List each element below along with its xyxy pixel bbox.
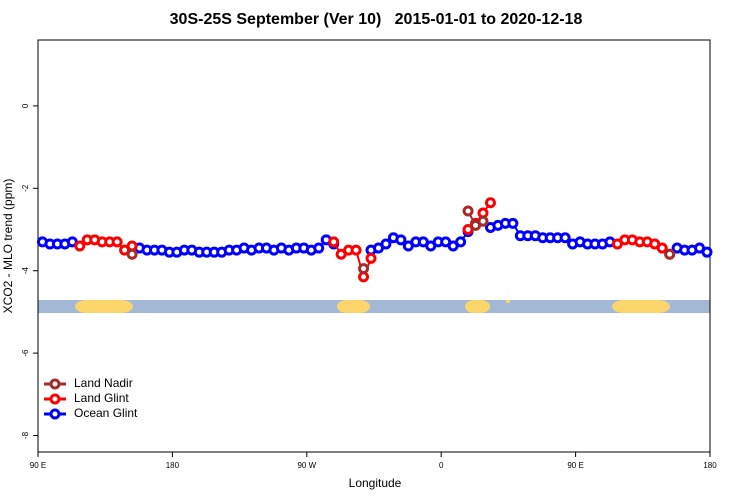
- x-tick-label: 90 E: [30, 461, 46, 470]
- y-axis-label: XCO2 - MLO trend (ppm): [1, 179, 15, 314]
- plot-frame: [37, 39, 711, 453]
- data-point: [507, 217, 519, 229]
- data-point: [484, 197, 496, 209]
- data-point: [365, 252, 377, 264]
- data-point: [462, 205, 474, 217]
- chart-title: 30S-25S September (Ver 10) 2015-01-01 to…: [170, 11, 583, 28]
- data-point: [126, 248, 138, 260]
- data-point: [701, 246, 713, 258]
- data-point: [313, 242, 325, 254]
- data-point: [656, 242, 668, 254]
- data-point: [74, 240, 86, 252]
- x-tick-label: 0: [439, 461, 444, 470]
- legend-marker: [49, 408, 61, 420]
- y-tick-label: 0: [21, 103, 30, 108]
- ocean-strip: [38, 300, 710, 313]
- data-point: [328, 236, 340, 248]
- land-ocean-strip: [38, 300, 710, 313]
- data-point: [111, 236, 123, 248]
- data-point: [559, 232, 571, 244]
- y-tick-label: -6: [21, 349, 30, 357]
- legend-label: Land Glint: [74, 391, 129, 405]
- x-tick-label: 180: [166, 461, 180, 470]
- y-tick-label: -4: [21, 267, 30, 275]
- legend-label: Ocean Glint: [74, 406, 138, 420]
- series: [126, 205, 676, 275]
- legend-marker: [49, 378, 61, 390]
- x-tick-label: 90 W: [297, 461, 316, 470]
- land-strip: [75, 300, 133, 313]
- x-tick-label: 90 E: [567, 461, 583, 470]
- series: [36, 217, 713, 258]
- y-tick-label: -8: [21, 431, 30, 439]
- land-strip: [337, 300, 370, 313]
- data-point: [664, 248, 676, 260]
- data-point: [455, 236, 467, 248]
- legend-label: Land Nadir: [74, 376, 133, 390]
- land-strip: [612, 300, 670, 313]
- data-point: [477, 215, 489, 227]
- legend-marker: [49, 393, 61, 405]
- data-point: [395, 234, 407, 246]
- data-point: [350, 244, 362, 256]
- land-strip: [506, 300, 510, 303]
- data-point: [380, 238, 392, 250]
- land-strip: [465, 300, 490, 313]
- data-point: [358, 263, 370, 275]
- x-axis-label: Longitude: [349, 476, 402, 490]
- y-tick-label: -2: [21, 184, 30, 192]
- x-tick-label: 180: [703, 461, 717, 470]
